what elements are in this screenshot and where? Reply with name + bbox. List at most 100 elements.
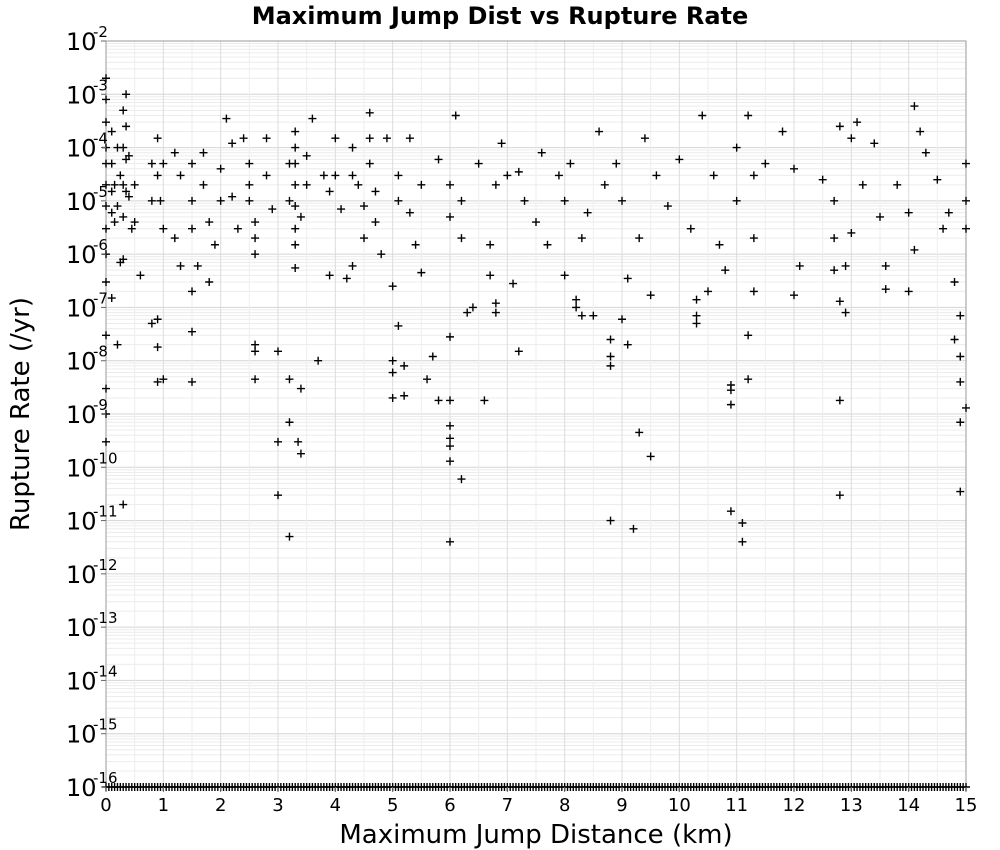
data-point (107, 127, 116, 136)
data-point (956, 377, 965, 386)
data-point (514, 167, 523, 176)
data-point (738, 519, 747, 528)
data-point (675, 155, 684, 164)
data-point (572, 303, 581, 312)
data-point (153, 377, 162, 386)
y-tick-label: 10 (66, 454, 97, 482)
x-tick-label: 7 (502, 795, 513, 816)
data-point (583, 208, 592, 217)
data-point (102, 202, 110, 211)
data-point (388, 368, 397, 377)
data-point (835, 122, 844, 131)
x-axis-label: Maximum Jump Distance (km) (339, 820, 732, 850)
data-point (262, 171, 271, 180)
data-point (847, 134, 856, 143)
data-point (434, 155, 443, 164)
data-point (858, 180, 867, 189)
data-point (560, 196, 569, 205)
data-point (956, 311, 965, 320)
data-point (102, 331, 110, 340)
data-point (698, 111, 707, 120)
data-point (291, 263, 300, 272)
data-point (744, 111, 753, 120)
data-point (176, 261, 185, 270)
data-point (102, 384, 110, 393)
data-point (600, 180, 609, 189)
data-point (216, 164, 225, 173)
data-point (486, 240, 495, 249)
data-point (635, 234, 644, 243)
data-point (268, 205, 277, 214)
data-point (251, 234, 260, 243)
data-point (119, 143, 128, 152)
y-tick-label: 10 (66, 188, 97, 216)
data-point (124, 151, 133, 160)
data-point (285, 196, 294, 205)
data-point (296, 212, 305, 221)
data-point (113, 202, 122, 211)
data-point (262, 134, 271, 143)
data-point (721, 266, 730, 275)
data-point (446, 180, 454, 189)
data-point (474, 159, 483, 168)
y-tick-label: 10 (66, 241, 97, 269)
data-point (640, 134, 649, 143)
data-point (468, 303, 477, 312)
data-point (870, 139, 879, 148)
data-point (744, 375, 753, 384)
y-tick-label: 10 (66, 135, 97, 163)
data-point (423, 375, 432, 384)
data-point (188, 327, 196, 336)
data-point (618, 315, 626, 324)
data-point (199, 148, 208, 157)
data-point (566, 159, 575, 168)
data-point (291, 240, 300, 249)
x-tick-label: 13 (840, 795, 863, 816)
data-point (818, 175, 827, 184)
data-point (124, 192, 133, 201)
data-point (554, 171, 563, 180)
data-point (153, 171, 162, 180)
y-tick-exponent: -11 (93, 503, 118, 521)
data-point (841, 261, 850, 270)
data-point (606, 335, 615, 344)
data-point (652, 171, 661, 180)
data-point (732, 143, 741, 152)
x-tick-label: 10 (668, 795, 691, 816)
x-tick-label: 14 (897, 795, 920, 816)
data-point (726, 400, 735, 409)
data-point (348, 143, 357, 152)
data-point (446, 212, 454, 221)
chart-title: Maximum Jump Dist vs Rupture Rate (252, 2, 749, 30)
data-point (428, 352, 437, 361)
y-tick-exponent: -9 (93, 396, 108, 414)
data-point (956, 487, 965, 496)
data-point (446, 442, 454, 451)
data-point (606, 516, 615, 525)
data-point (102, 437, 110, 446)
data-point (881, 261, 890, 270)
data-point (119, 500, 128, 509)
data-point (950, 278, 959, 287)
data-point (446, 537, 454, 546)
data-point (156, 196, 165, 205)
data-point (348, 261, 357, 270)
data-point (285, 418, 294, 427)
data-point (692, 311, 701, 320)
data-point (623, 340, 632, 349)
data-point (480, 396, 489, 405)
data-point (302, 180, 311, 189)
data-point (646, 291, 655, 300)
data-point (119, 212, 128, 221)
data-point (841, 308, 850, 317)
data-point (618, 196, 626, 205)
data-point (110, 218, 119, 227)
data-point (122, 90, 131, 99)
y-tick-exponent: -5 (93, 183, 108, 201)
x-tick-label: 9 (616, 795, 627, 816)
data-point (388, 282, 397, 291)
y-tick-exponent: -12 (93, 556, 118, 574)
data-point (308, 114, 317, 123)
y-tick-label: 10 (66, 774, 97, 802)
